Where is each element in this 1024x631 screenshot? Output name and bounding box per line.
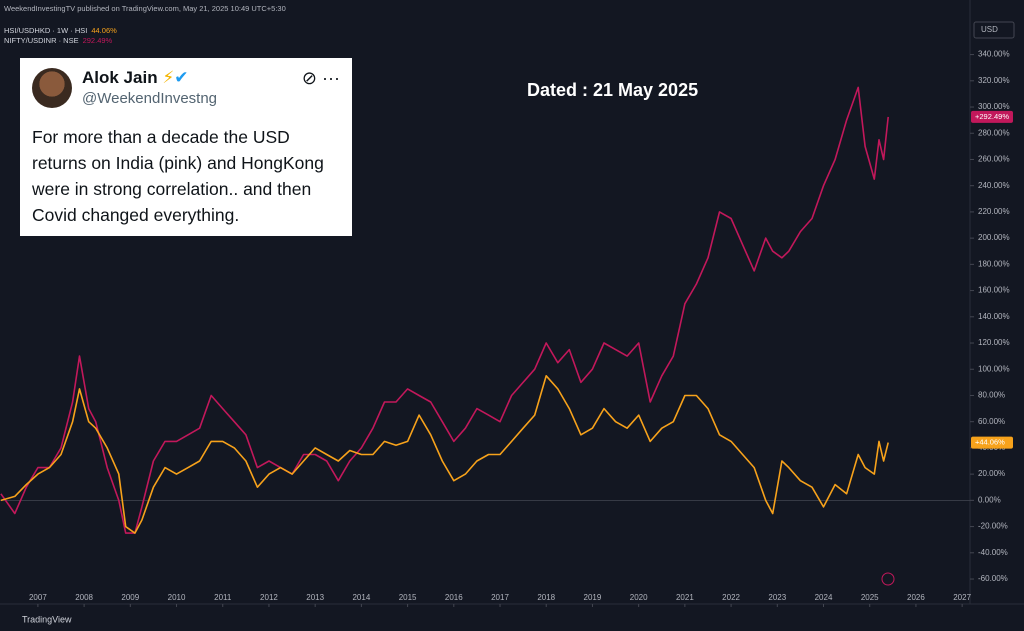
legend-label: NIFTY/USDINR · NSE <box>4 36 79 45</box>
tweet-handle: @WeekendInvestng <box>82 90 218 107</box>
legend-label: HSI/USDHKD · 1W · HSI <box>4 26 87 35</box>
last-value-tag <box>971 436 1013 449</box>
y-tick-label: 140.00% <box>978 312 1010 321</box>
y-tick-label: 340.00% <box>978 50 1010 59</box>
y-tick-label: 0.00% <box>978 495 1001 504</box>
y-tick-label: 180.00% <box>978 259 1010 268</box>
y-tick-label: 220.00% <box>978 207 1010 216</box>
annotation: Dated : 21 May 2025 <box>527 80 698 100</box>
x-tick-label: 2017 <box>491 593 509 602</box>
y-tick-label: 200.00% <box>978 233 1010 242</box>
x-tick-label: 2010 <box>168 593 186 602</box>
x-tick-label: 2009 <box>121 593 139 602</box>
x-tick-label: 2012 <box>260 593 278 602</box>
tweet-line: For more than a decade the USD <box>32 127 290 147</box>
y-tick-label: 20.00% <box>978 469 1005 478</box>
last-value-label: +292.49% <box>975 112 1009 121</box>
y-tick-label: 260.00% <box>978 155 1010 164</box>
tweet-line: were in strong correlation.. and then <box>32 179 312 199</box>
y-tick-label: 160.00% <box>978 286 1010 295</box>
x-tick-label: 2026 <box>907 593 925 602</box>
last-value-label: +44.06% <box>975 438 1005 447</box>
series-line <box>0 375 889 534</box>
y-tick-label: 300.00% <box>978 102 1010 111</box>
y-tick-label: 320.00% <box>978 76 1010 85</box>
x-tick-label: 2027 <box>953 593 971 602</box>
x-tick-label: 2025 <box>861 593 879 602</box>
y-tick-label: -60.00% <box>978 574 1008 583</box>
x-tick-label: 2013 <box>306 593 324 602</box>
tweet-name: Alok Jain ⚡✔ <box>82 68 189 87</box>
x-tick-label: 2020 <box>630 593 648 602</box>
y-tick-label: 100.00% <box>978 364 1010 373</box>
footer: TradingView <box>22 614 72 624</box>
x-tick-label: 2018 <box>537 593 555 602</box>
header: WeekendInvestingTV published on TradingV… <box>4 4 286 13</box>
last-value-tag <box>971 110 1013 123</box>
x-tick-label: 2023 <box>768 593 786 602</box>
y-tick-label: 240.00% <box>978 181 1010 190</box>
x-tick-label: 2008 <box>75 593 93 602</box>
x-tick-label: 2015 <box>399 593 417 602</box>
x-tick-label: 2021 <box>676 593 694 602</box>
legend-value: 292.49% <box>83 36 113 45</box>
legend-value: 44.06% <box>91 26 117 35</box>
x-tick-label: 2024 <box>815 593 833 602</box>
series-line <box>0 86 889 534</box>
x-tick-label: 2007 <box>29 593 47 602</box>
y-tick-label: 60.00% <box>978 417 1005 426</box>
tweet: Alok Jain ⚡✔ @WeekendInvestng ⊘ ··· For … <box>20 58 352 236</box>
event-icon <box>881 572 895 586</box>
x-tick-label: 2014 <box>352 593 370 602</box>
avatar <box>32 68 72 108</box>
tweet-line: Covid changed everything. <box>32 205 240 225</box>
y-tick-label: 280.00% <box>978 128 1010 137</box>
x-tick-label: 2016 <box>445 593 463 602</box>
tweet-line: returns on India (pink) and HongKong <box>32 153 324 173</box>
y-tick-label: -40.00% <box>978 548 1008 557</box>
x-tick-label: 2019 <box>584 593 602 602</box>
y-tick-label: 80.00% <box>978 391 1005 400</box>
x-tick-label: 2022 <box>722 593 740 602</box>
y-tick-label: -20.00% <box>978 522 1008 531</box>
x-tick-label: 2011 <box>214 593 232 602</box>
currency: USD <box>981 25 998 34</box>
currency-box <box>973 21 1015 39</box>
tweet-body: For more than a decade the USD returns on… <box>32 124 324 228</box>
tweet-icons: ⊘ ··· <box>301 68 340 88</box>
y-tick-label: 120.00% <box>978 338 1010 347</box>
